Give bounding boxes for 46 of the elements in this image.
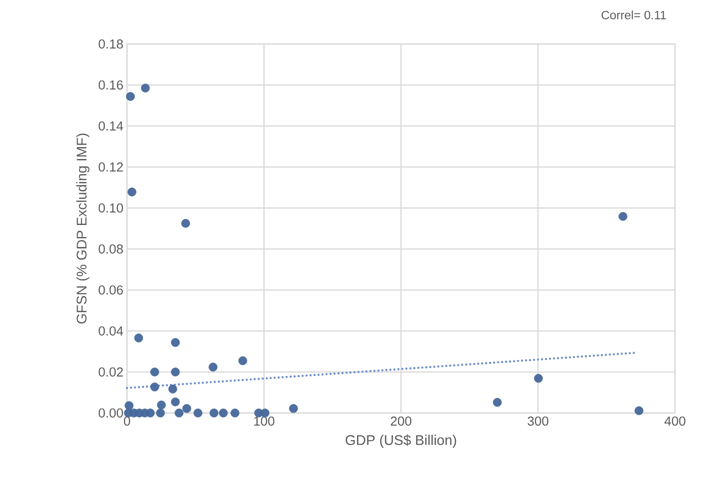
x-tick-label: 100 [254,416,274,426]
point [194,408,202,418]
point [156,408,165,418]
point [134,334,144,342]
y-tick-label: 0.16 [98,80,123,90]
point [210,408,218,418]
point [168,384,178,394]
point [140,84,150,92]
point [618,212,628,221]
y-tick-label: 0.00 [98,408,123,418]
point [170,398,180,406]
y-tick-label: 0.14 [98,121,124,131]
y-tick-label: 0.08 [98,244,123,254]
y-tick-label: 0.04 [98,326,124,336]
point [238,356,248,366]
point [170,368,180,376]
point [156,400,166,410]
point [174,408,184,418]
point [634,406,644,416]
point [150,382,160,392]
point [170,338,180,347]
point [126,92,135,101]
point [218,408,228,418]
point [534,374,543,383]
point [289,404,298,413]
y-tick-label: 0.10 [98,203,123,213]
point [150,368,160,376]
x-tick-label: 0 [124,416,130,426]
y-tick-label: 0.18 [98,39,123,49]
y-tick-label: 0.02 [98,367,123,377]
y-tick-label: 0.12 [98,162,123,172]
point [230,408,240,418]
point [182,404,192,413]
x-axis-title: GDP (US$ Billion) [346,434,456,448]
x-tick-label: 400 [664,416,686,426]
point [181,218,190,228]
point [146,408,155,418]
y-tick-label: 0.06 [98,285,123,295]
point [128,188,136,196]
y-axis-title: GFSN (% GDP Excluding IMF) [76,134,90,324]
x-tick-label: 200 [390,416,412,426]
point [124,401,134,410]
point [208,362,218,372]
x-tick-label: 300 [528,416,548,426]
text: Correl= 0.11 [602,10,666,20]
point [492,398,502,407]
